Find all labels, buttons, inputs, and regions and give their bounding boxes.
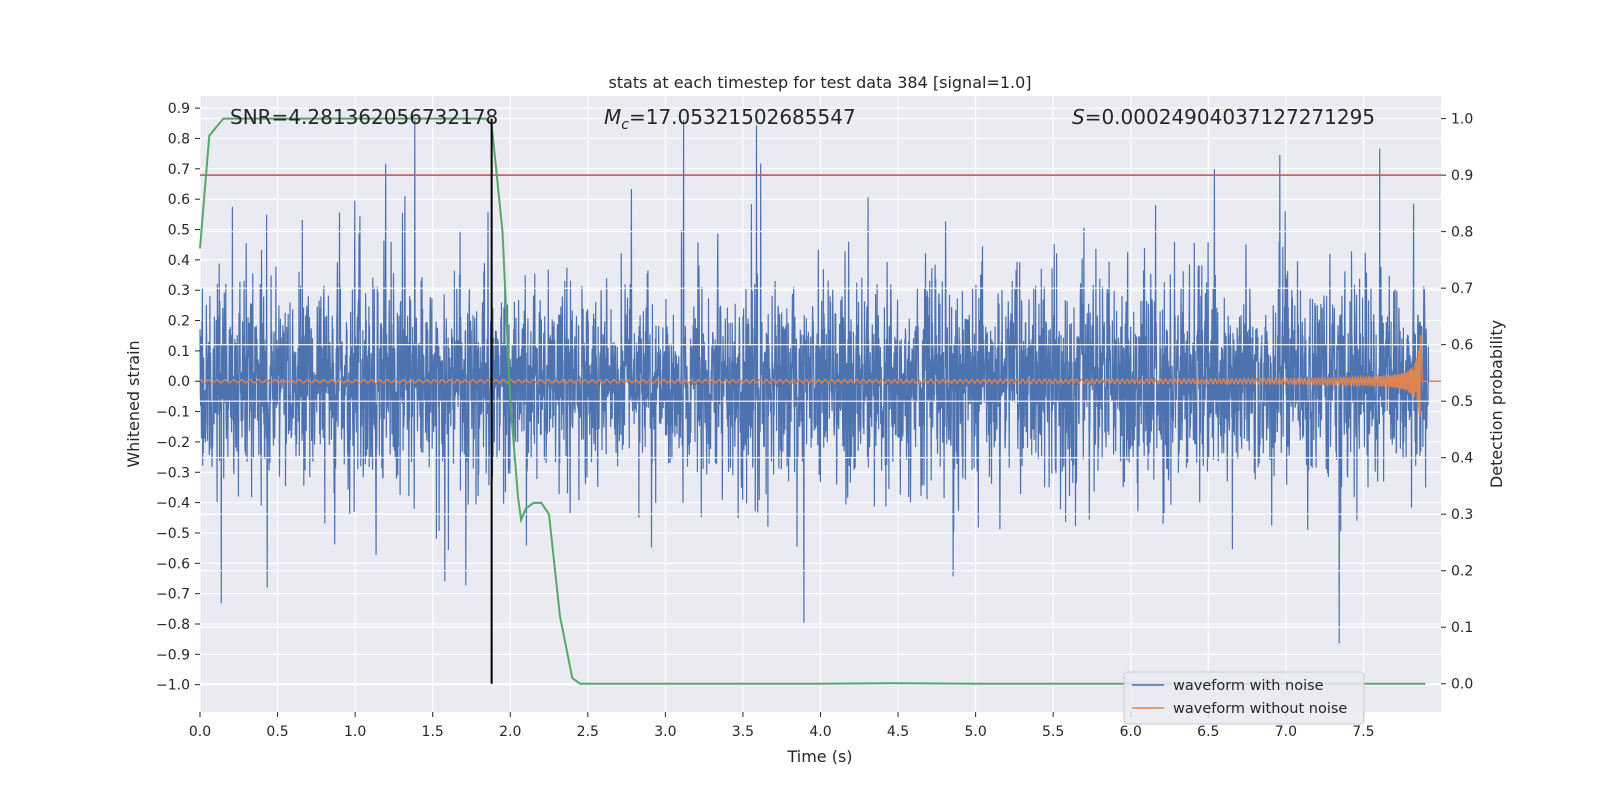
legend: waveform with noise waveform without noi… (1123, 671, 1365, 725)
y-tick-label: 0.2 (168, 314, 190, 330)
y-tick-label: 0.5 (168, 223, 190, 239)
y-tick-labels: 0.9 0.8 0.7 0.6 0.5 0.4 0.3 0.2 0.1 0.0 −0.1 −0.2 −0… (156, 101, 200, 694)
y-axis-label: Whitened strain (124, 340, 143, 467)
y-tick-label: −0.8 (156, 617, 190, 633)
y-tick-label: 0.3 (168, 283, 190, 299)
legend-label-clean: waveform without noise (1173, 701, 1347, 717)
y-tick-label: 0.0 (168, 374, 190, 390)
y2-tick-label: 0.6 (1451, 338, 1473, 354)
x-tick-label: 0.0 (189, 724, 211, 740)
chirp-mass-value: =17.05321502685547 (629, 105, 856, 129)
y2-tick-label: 1.0 (1451, 112, 1473, 128)
y2-tick-label: 0.3 (1451, 507, 1473, 523)
s-symbol: S (1072, 105, 1085, 129)
waveform-without-noise-line (199, 334, 1441, 417)
x-axis-label: Time (s) (786, 747, 852, 766)
snr-annotation: SNR=4.281362056732178 (230, 105, 498, 129)
y-tick-label: −0.1 (156, 405, 190, 421)
y2-tick-label: 0.7 (1451, 281, 1473, 297)
x-tick-label: 5.0 (964, 724, 986, 740)
y-tick-label: −0.5 (156, 526, 190, 542)
y-tick-label: 0.7 (168, 162, 190, 178)
x-tick-label: 1.5 (422, 724, 444, 740)
y-tick-label: 0.4 (168, 253, 190, 269)
x-tick-label: 6.5 (1197, 724, 1219, 740)
x-tick-label: 0.5 (266, 724, 288, 740)
y2-tick-labels: 1.0 0.9 0.8 0.7 0.6 0.5 0.4 0.3 0.2 0.1 0.0 (1441, 112, 1473, 693)
y-tick-label: 0.8 (168, 131, 190, 147)
detection-probability-line (199, 117, 1426, 685)
y-tick-label: 0.6 (168, 192, 190, 208)
x-tick-label: 7.0 (1275, 724, 1297, 740)
legend-label-noise: waveform with noise (1173, 678, 1324, 694)
chirp-path (199, 334, 1441, 417)
x-tick-label: 6.0 (1120, 724, 1142, 740)
x-tick-label: 3.0 (654, 724, 676, 740)
x-tick-label: 1.0 (344, 724, 366, 740)
y-tick-label: −1.0 (156, 678, 190, 694)
s-annotation: S=0.00024904037127271295 (1072, 105, 1375, 129)
x-tick-label: 4.5 (887, 724, 909, 740)
y2-tick-label: 0.0 (1451, 677, 1473, 693)
y2-axis-label: Detection probability (1487, 320, 1506, 488)
x-tick-label: 2.5 (577, 724, 599, 740)
y-tick-label: −0.2 (156, 435, 190, 451)
y2-tick-label: 0.2 (1451, 564, 1473, 580)
chirp-mass-annotation: Mc=17.05321502685547 (604, 105, 856, 133)
y-tick-label: 0.1 (168, 344, 190, 360)
probability-path (199, 117, 1426, 685)
y-tick-label: −0.9 (156, 647, 190, 663)
x-tick-labels: 0.0 0.5 1.0 1.5 2.0 2.5 3.0 3.5 4.0 4.5 5.0 5.5 6.0 6… (189, 712, 1375, 740)
y2-tick-label: 0.5 (1451, 394, 1473, 410)
chart-title: stats at each timestep for test data 384… (608, 73, 1031, 92)
y-tick-label: 0.9 (168, 101, 190, 117)
x-tick-label: 5.5 (1042, 724, 1064, 740)
y2-tick-label: 0.9 (1451, 168, 1473, 184)
s-value: =0.00024904037127271295 (1085, 105, 1375, 129)
y2-tick-label: 0.1 (1451, 620, 1473, 636)
chirp-mass-symbol: M (604, 105, 621, 129)
noise-path (199, 120, 1430, 644)
chirp-mass-subscript: c (621, 117, 629, 133)
x-tick-label: 4.0 (809, 724, 831, 740)
x-tick-label: 2.0 (499, 724, 521, 740)
y2-tick-label: 0.8 (1451, 225, 1473, 241)
y2-tick-label: 0.4 (1451, 451, 1473, 467)
legend-box (1123, 671, 1365, 725)
x-tick-label: 3.5 (732, 724, 754, 740)
x-tick-label: 7.5 (1352, 724, 1374, 740)
waveform-with-noise-line (199, 120, 1430, 644)
y-tick-label: −0.4 (156, 496, 190, 512)
y-tick-label: −0.6 (156, 556, 190, 572)
y-tick-label: −0.7 (156, 587, 190, 603)
y-tick-label: −0.3 (156, 465, 190, 481)
